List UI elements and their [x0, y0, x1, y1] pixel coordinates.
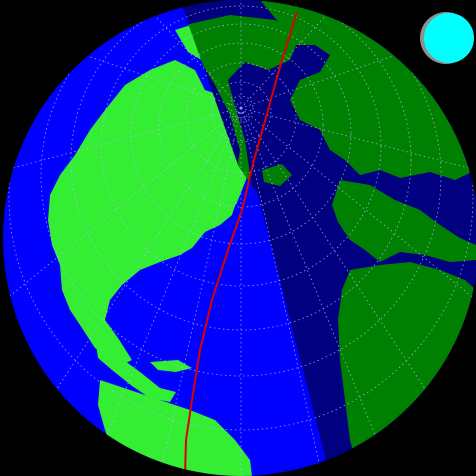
- ground-track-line: [184, 11, 298, 476]
- land-day: [48, 22, 252, 476]
- moon-phase-icon: [420, 12, 474, 64]
